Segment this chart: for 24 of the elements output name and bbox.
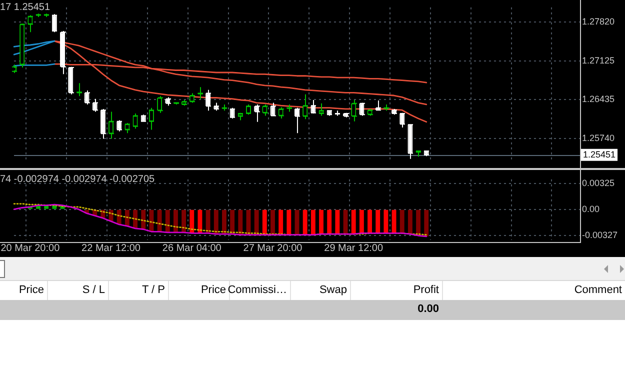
ref-line-label: 1.25451: [583, 149, 616, 160]
y-tick-label: 0.00: [582, 204, 600, 214]
x-tick-label: 29 Mar 12:00: [324, 242, 384, 254]
y-tick-label: -0.00327: [582, 230, 618, 240]
x-tick-label: 20 Mar 20:00: [0, 242, 60, 254]
chart-title: 74 -0.002974 -0.002974 -0.002705: [0, 174, 156, 185]
y-tick-label: 1.25740: [582, 133, 615, 144]
text: T / P: [142, 284, 165, 296]
chart-title: 17 1.25451: [0, 2, 50, 13]
y-tick-label: 1.26435: [582, 94, 615, 104]
text: 0.00: [418, 303, 439, 315]
y-tick-label: 0.00325: [582, 178, 615, 188]
text: S / L: [82, 284, 105, 296]
x-tick-label: 27 Mar 20:00: [243, 242, 303, 254]
text: Profit: [413, 284, 439, 296]
text: Price: [18, 284, 44, 296]
text: Commissi…: [228, 284, 287, 296]
x-tick-label: 22 Mar 12:00: [82, 242, 141, 254]
text: Price: [200, 284, 226, 296]
text: Comment: [574, 284, 622, 296]
text: Swap: [319, 284, 347, 296]
x-tick-label: 26 Mar 04:00: [162, 242, 222, 254]
y-tick-label: 1.27125: [582, 55, 615, 66]
y-tick-label: 1.27820: [582, 16, 615, 26]
